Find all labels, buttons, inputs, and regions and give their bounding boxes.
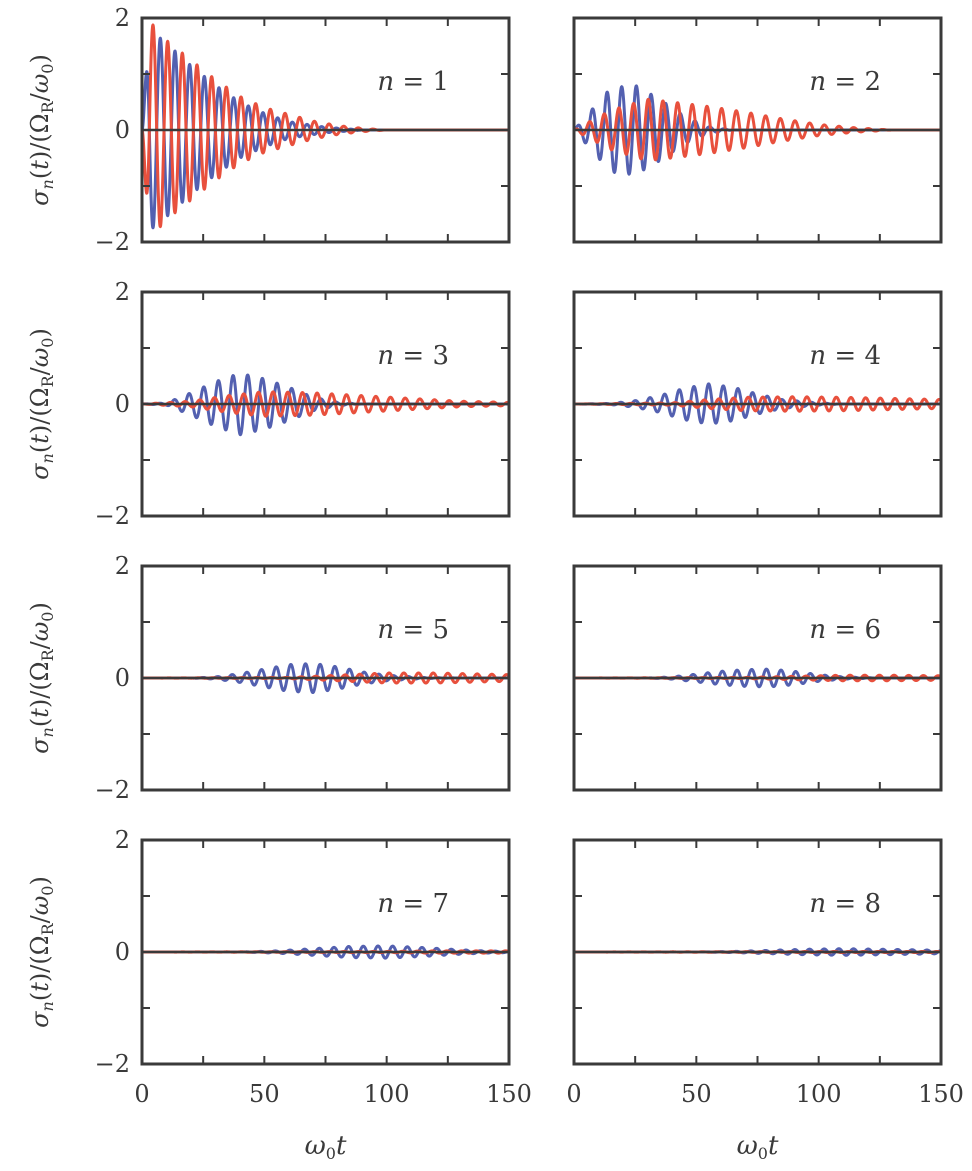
panel-label-var: n — [377, 889, 394, 919]
x-tick-label: 100 — [796, 1080, 842, 1108]
y-tick-label: 0 — [115, 938, 130, 966]
panel-label-val: 5 — [432, 615, 449, 645]
x-tick-label: 0 — [134, 1080, 149, 1108]
panel-label-val: 3 — [432, 341, 449, 371]
y-tick-label: 0 — [115, 116, 130, 144]
panel-label-val: 6 — [864, 615, 881, 645]
panel-frame — [572, 290, 943, 518]
panel-label: n = 6 — [809, 615, 881, 645]
panel-label-val: 2 — [864, 67, 881, 97]
y-tick-label: 0 — [115, 390, 130, 418]
panel-n5: n = 5 2 0 −2 σn(t)/(ΩR/ω0) — [26, 552, 511, 804]
panel-label: n = 2 — [809, 67, 881, 97]
panel-n8: n = 8 0 50 100 150 ω0t — [566, 838, 964, 1163]
x-axis-label: ω0t — [305, 1131, 347, 1163]
panel-label-eq: = — [394, 889, 432, 919]
y-tick-label: −2 — [95, 228, 130, 256]
panel-label: n = 3 — [377, 341, 449, 371]
panel-label: n = 4 — [809, 341, 881, 371]
panel-label-eq: = — [826, 341, 864, 371]
x-tick-label: 150 — [918, 1080, 964, 1108]
panel-label-var: n — [377, 67, 394, 97]
panel-n1: n = 1 2 0 −2 σn(t)/(ΩR/ω0) — [26, 4, 511, 256]
x-tick-label: 0 — [566, 1080, 581, 1108]
panel-n3: n = 3 2 0 −2 σn(t)/(ΩR/ω0) — [26, 278, 511, 530]
y-tick-label: 2 — [115, 552, 130, 580]
y-tick-label: 2 — [115, 278, 130, 306]
y-tick-label: −2 — [95, 502, 130, 530]
panel-label-var: n — [809, 341, 826, 371]
panel-label-val: 7 — [432, 889, 449, 919]
panel-n4: n = 4 — [572, 290, 943, 518]
x-tick-label: 50 — [249, 1080, 280, 1108]
panel-label: n = 5 — [377, 615, 449, 645]
x-tick-label: 100 — [364, 1080, 410, 1108]
panel-label-eq: = — [394, 615, 432, 645]
panel-frame — [140, 16, 511, 244]
panel-frame — [140, 290, 511, 518]
y-axis-label: σn(t)/(ΩR/ω0) — [26, 328, 57, 480]
panel-frame — [572, 564, 943, 792]
panel-label-eq: = — [826, 889, 864, 919]
panel-label-val: 8 — [864, 889, 881, 919]
y-axis-label: σn(t)/(ΩR/ω0) — [26, 602, 57, 754]
panel-label-val: 1 — [432, 67, 449, 97]
panel-frame — [572, 16, 943, 244]
y-axis-label: σn(t)/(ΩR/ω0) — [26, 54, 57, 206]
y-tick-label: −2 — [95, 1050, 130, 1078]
y-tick-label: −2 — [95, 776, 130, 804]
panel-label-var: n — [377, 615, 394, 645]
y-axis-label: σn(t)/(ΩR/ω0) — [26, 876, 57, 1028]
panel-label: n = 8 — [809, 889, 881, 919]
y-tick-label: 2 — [115, 4, 130, 32]
panel-label-eq: = — [826, 67, 864, 97]
panel-label-eq: = — [826, 615, 864, 645]
panel-label-var: n — [809, 889, 826, 919]
y-tick-label: 0 — [115, 664, 130, 692]
x-axis-label: ω0t — [737, 1131, 779, 1163]
panel-frame — [572, 838, 943, 1066]
panel-frame — [140, 838, 511, 1066]
panel-frame — [140, 564, 511, 792]
panel-label-var: n — [809, 67, 826, 97]
trace-red-n1 — [142, 23, 509, 229]
y-tick-label: 2 — [115, 826, 130, 854]
x-tick-label: 50 — [681, 1080, 712, 1108]
panel-label-val: 4 — [864, 341, 881, 371]
panel-label: n = 1 — [377, 67, 449, 97]
panel-label-eq: = — [394, 341, 432, 371]
panel-label: n = 7 — [377, 889, 449, 919]
panel-label-eq: = — [394, 67, 432, 97]
x-tick-label: 150 — [486, 1080, 532, 1108]
panel-label-var: n — [809, 615, 826, 645]
panel-n6: n = 6 — [572, 564, 943, 792]
panel-n2: n = 2 — [572, 16, 943, 244]
panel-label-var: n — [377, 341, 394, 371]
